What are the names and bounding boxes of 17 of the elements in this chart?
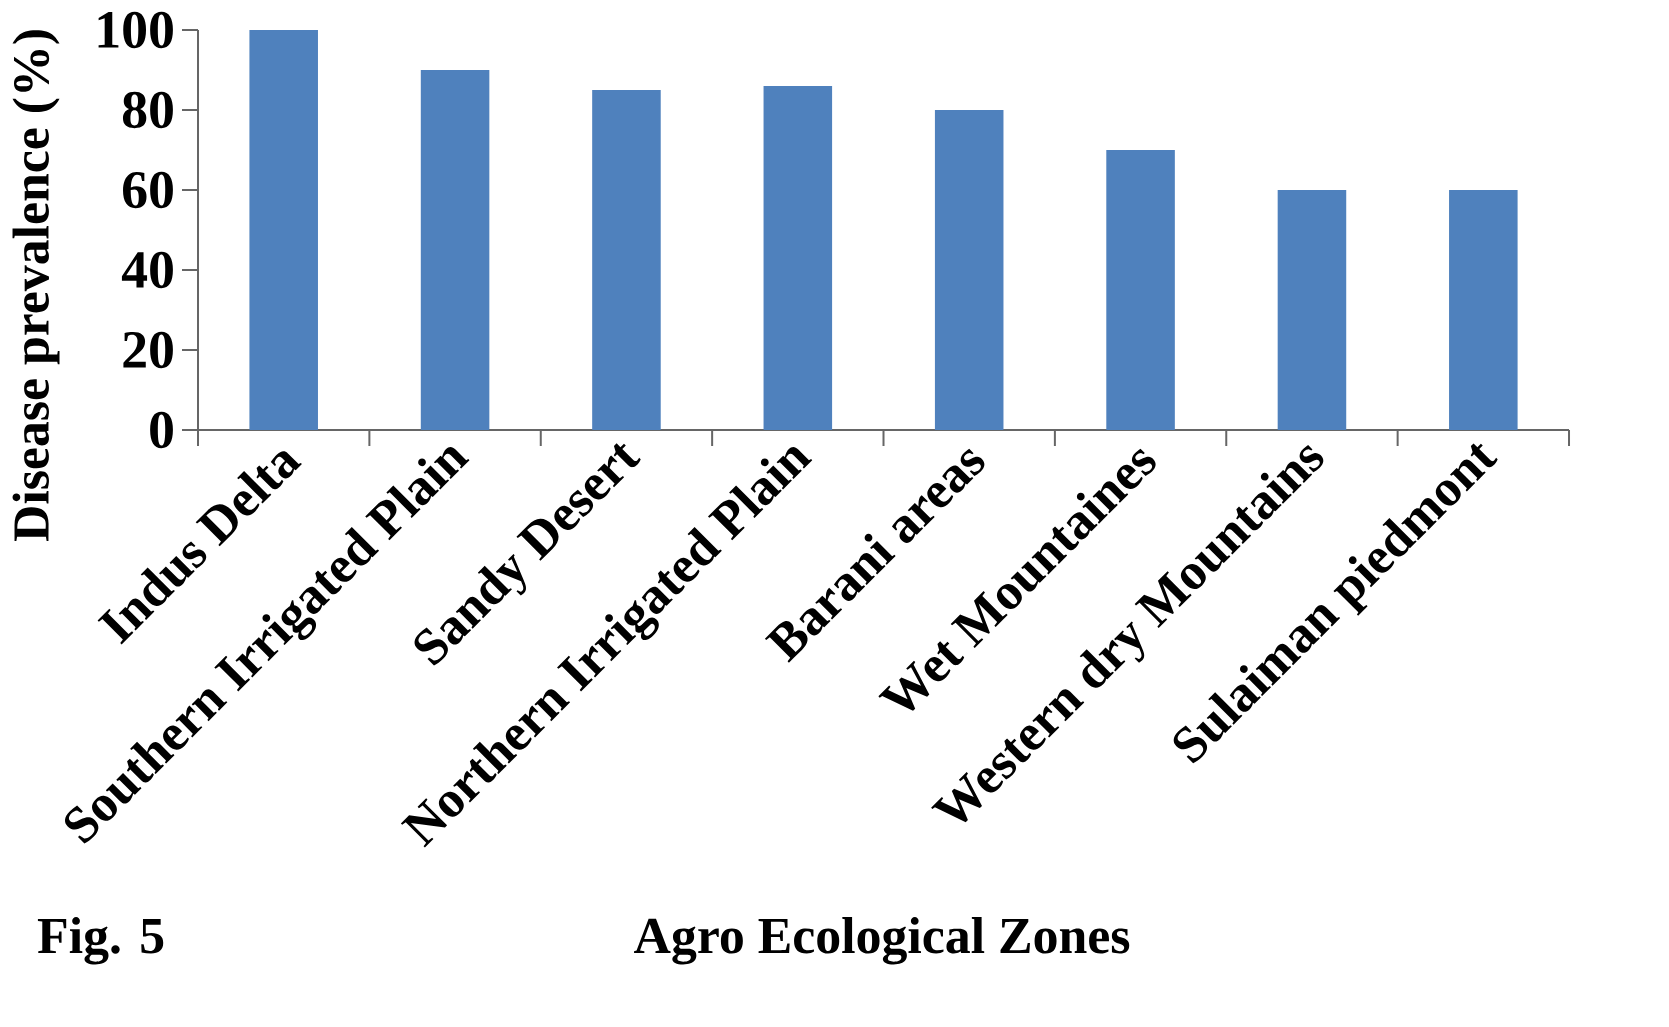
bar (934, 109, 1004, 430)
x-axis-title: Agro Ecological Zones (634, 917, 1130, 965)
y-axis-title: Disease prevalence (%) (12, 30, 60, 542)
bar (592, 89, 661, 430)
y-tick-label: 100 (98, 11, 173, 49)
caption: Fig. 5 (37, 917, 164, 965)
y-tick-label: 60 (123, 171, 173, 209)
bar (1106, 149, 1175, 430)
bar (1277, 189, 1347, 430)
bar (1449, 189, 1518, 430)
y-tick-label: 40 (121, 251, 173, 289)
y-tick-label: 20 (123, 331, 173, 369)
y-tick-label: 0 (150, 411, 173, 449)
bar (420, 69, 490, 430)
y-tick-label: 80 (122, 91, 173, 129)
bar (249, 29, 318, 430)
bar (763, 85, 833, 430)
